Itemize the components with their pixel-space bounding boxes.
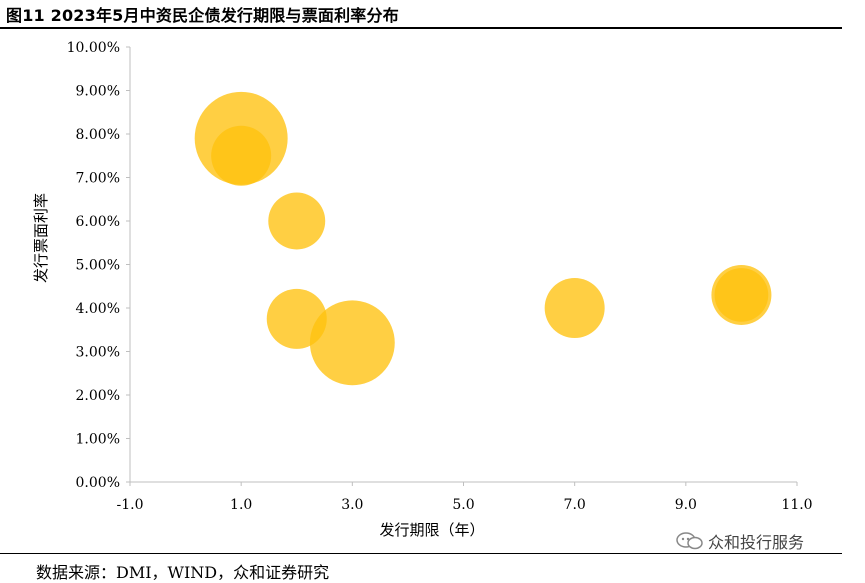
chat-bubbles-icon (676, 532, 703, 550)
y-tick-label: 3.00% (76, 345, 120, 361)
bubble-point (544, 278, 605, 338)
x-axis-title: 发行期限（年） (379, 521, 484, 539)
x-tick-label: 3.0 (341, 497, 363, 513)
bubble-point (211, 125, 272, 186)
tick-labels: 0.00% 1.00% 2.00% 3.00% 4.00% 5.00% 6.00% 7.00%… (67, 40, 813, 513)
y-tick-label: 0.00% (76, 475, 120, 491)
figure-title: 图11 2023年5月中资民企债发行期限与票面利率分布 (6, 6, 399, 25)
y-tick-label: 6.00% (76, 214, 120, 230)
watermark-text: 众和投行服务 (708, 533, 805, 552)
x-tick-label: 5.0 (452, 497, 474, 513)
axes-layer (126, 46, 798, 486)
y-tick-label: 7.00% (76, 171, 120, 187)
x-tick-label: 11.0 (781, 497, 812, 513)
y-tick-label: 5.00% (76, 258, 120, 274)
x-tick-label: 7.0 (564, 497, 586, 513)
y-axis-title: 发行票面利率 (32, 193, 50, 283)
watermark: 众和投行服务 (676, 529, 804, 553)
y-tick-label: 9.00% (76, 84, 120, 100)
top-rule (0, 27, 842, 29)
y-tick-label: 10.00% (67, 40, 120, 56)
bubble-layer (194, 91, 772, 386)
y-tick-label: 1.00% (76, 432, 120, 448)
x-tick-label: -1.0 (117, 497, 144, 513)
bottom-rule (0, 553, 842, 554)
bubble-point (309, 300, 395, 386)
x-tick-label: 1.0 (230, 497, 252, 513)
source-note: 数据来源：DMI，WIND，众和证券研究 (36, 563, 330, 582)
y-tick-label: 4.00% (76, 301, 120, 317)
x-tick-label: 9.0 (675, 497, 697, 513)
y-tick-label: 2.00% (76, 388, 120, 404)
y-tick-label: 8.00% (76, 127, 120, 143)
bubble-point (268, 192, 326, 250)
bubble-point (714, 268, 769, 322)
